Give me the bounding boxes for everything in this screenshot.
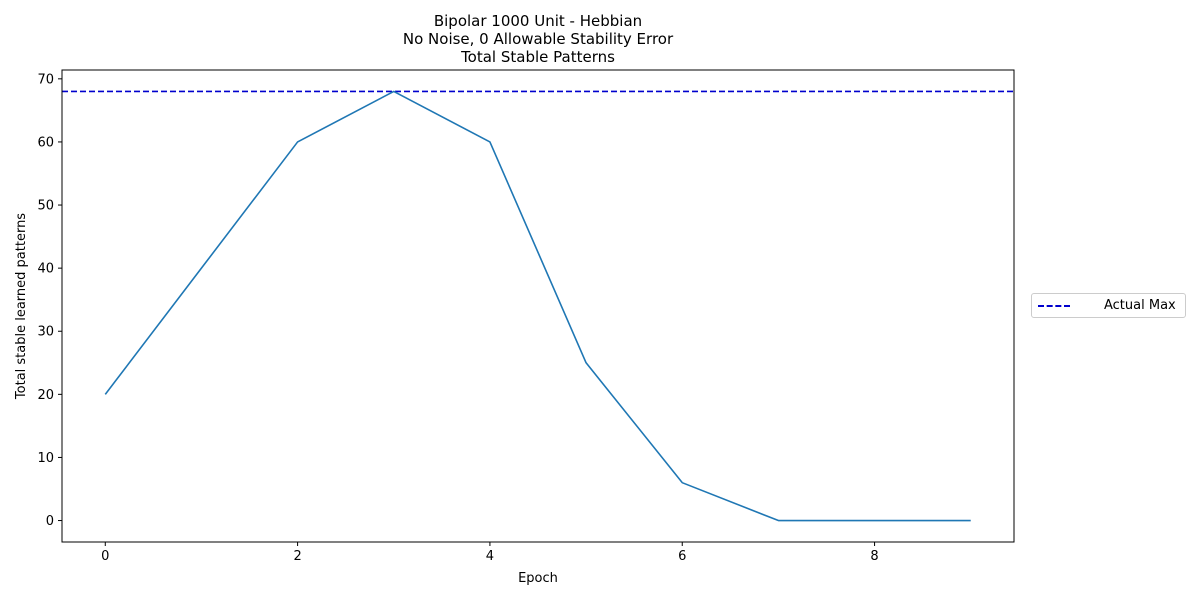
plot-frame [61, 69, 1015, 543]
y-tick-label: 0 [46, 514, 54, 529]
x-tick-label: 4 [486, 549, 494, 564]
series-line-0 [104, 90, 971, 522]
y-axis-label: Total stable learned patterns [14, 213, 29, 400]
y-tick-label: 30 [37, 325, 54, 340]
chart-title-line-1: Bipolar 1000 Unit - Hebbian [433, 12, 643, 30]
x-tick-label: 2 [293, 549, 301, 564]
chart-title-line-2: No Noise, 0 Allowable Stability Error [402, 30, 674, 48]
legend-label-actual-max: Actual Max [1104, 298, 1176, 313]
x-tick-label: 6 [678, 549, 686, 564]
y-tick-label: 70 [37, 72, 54, 87]
y-tick-label: 10 [37, 451, 54, 466]
x-tick-label: 0 [101, 549, 109, 564]
x-axis-label: Epoch [518, 571, 558, 586]
y-tick-label: 20 [37, 388, 54, 403]
chart-title-line-3: Total Stable Patterns [461, 48, 615, 66]
x-tick-label: 8 [870, 549, 878, 564]
y-tick-label: 50 [37, 199, 54, 214]
legend-swatch-actual-max [1038, 305, 1070, 307]
legend: Actual Max [1031, 293, 1186, 318]
y-tick-label: 60 [37, 135, 54, 150]
y-tick-label: 40 [37, 262, 54, 277]
